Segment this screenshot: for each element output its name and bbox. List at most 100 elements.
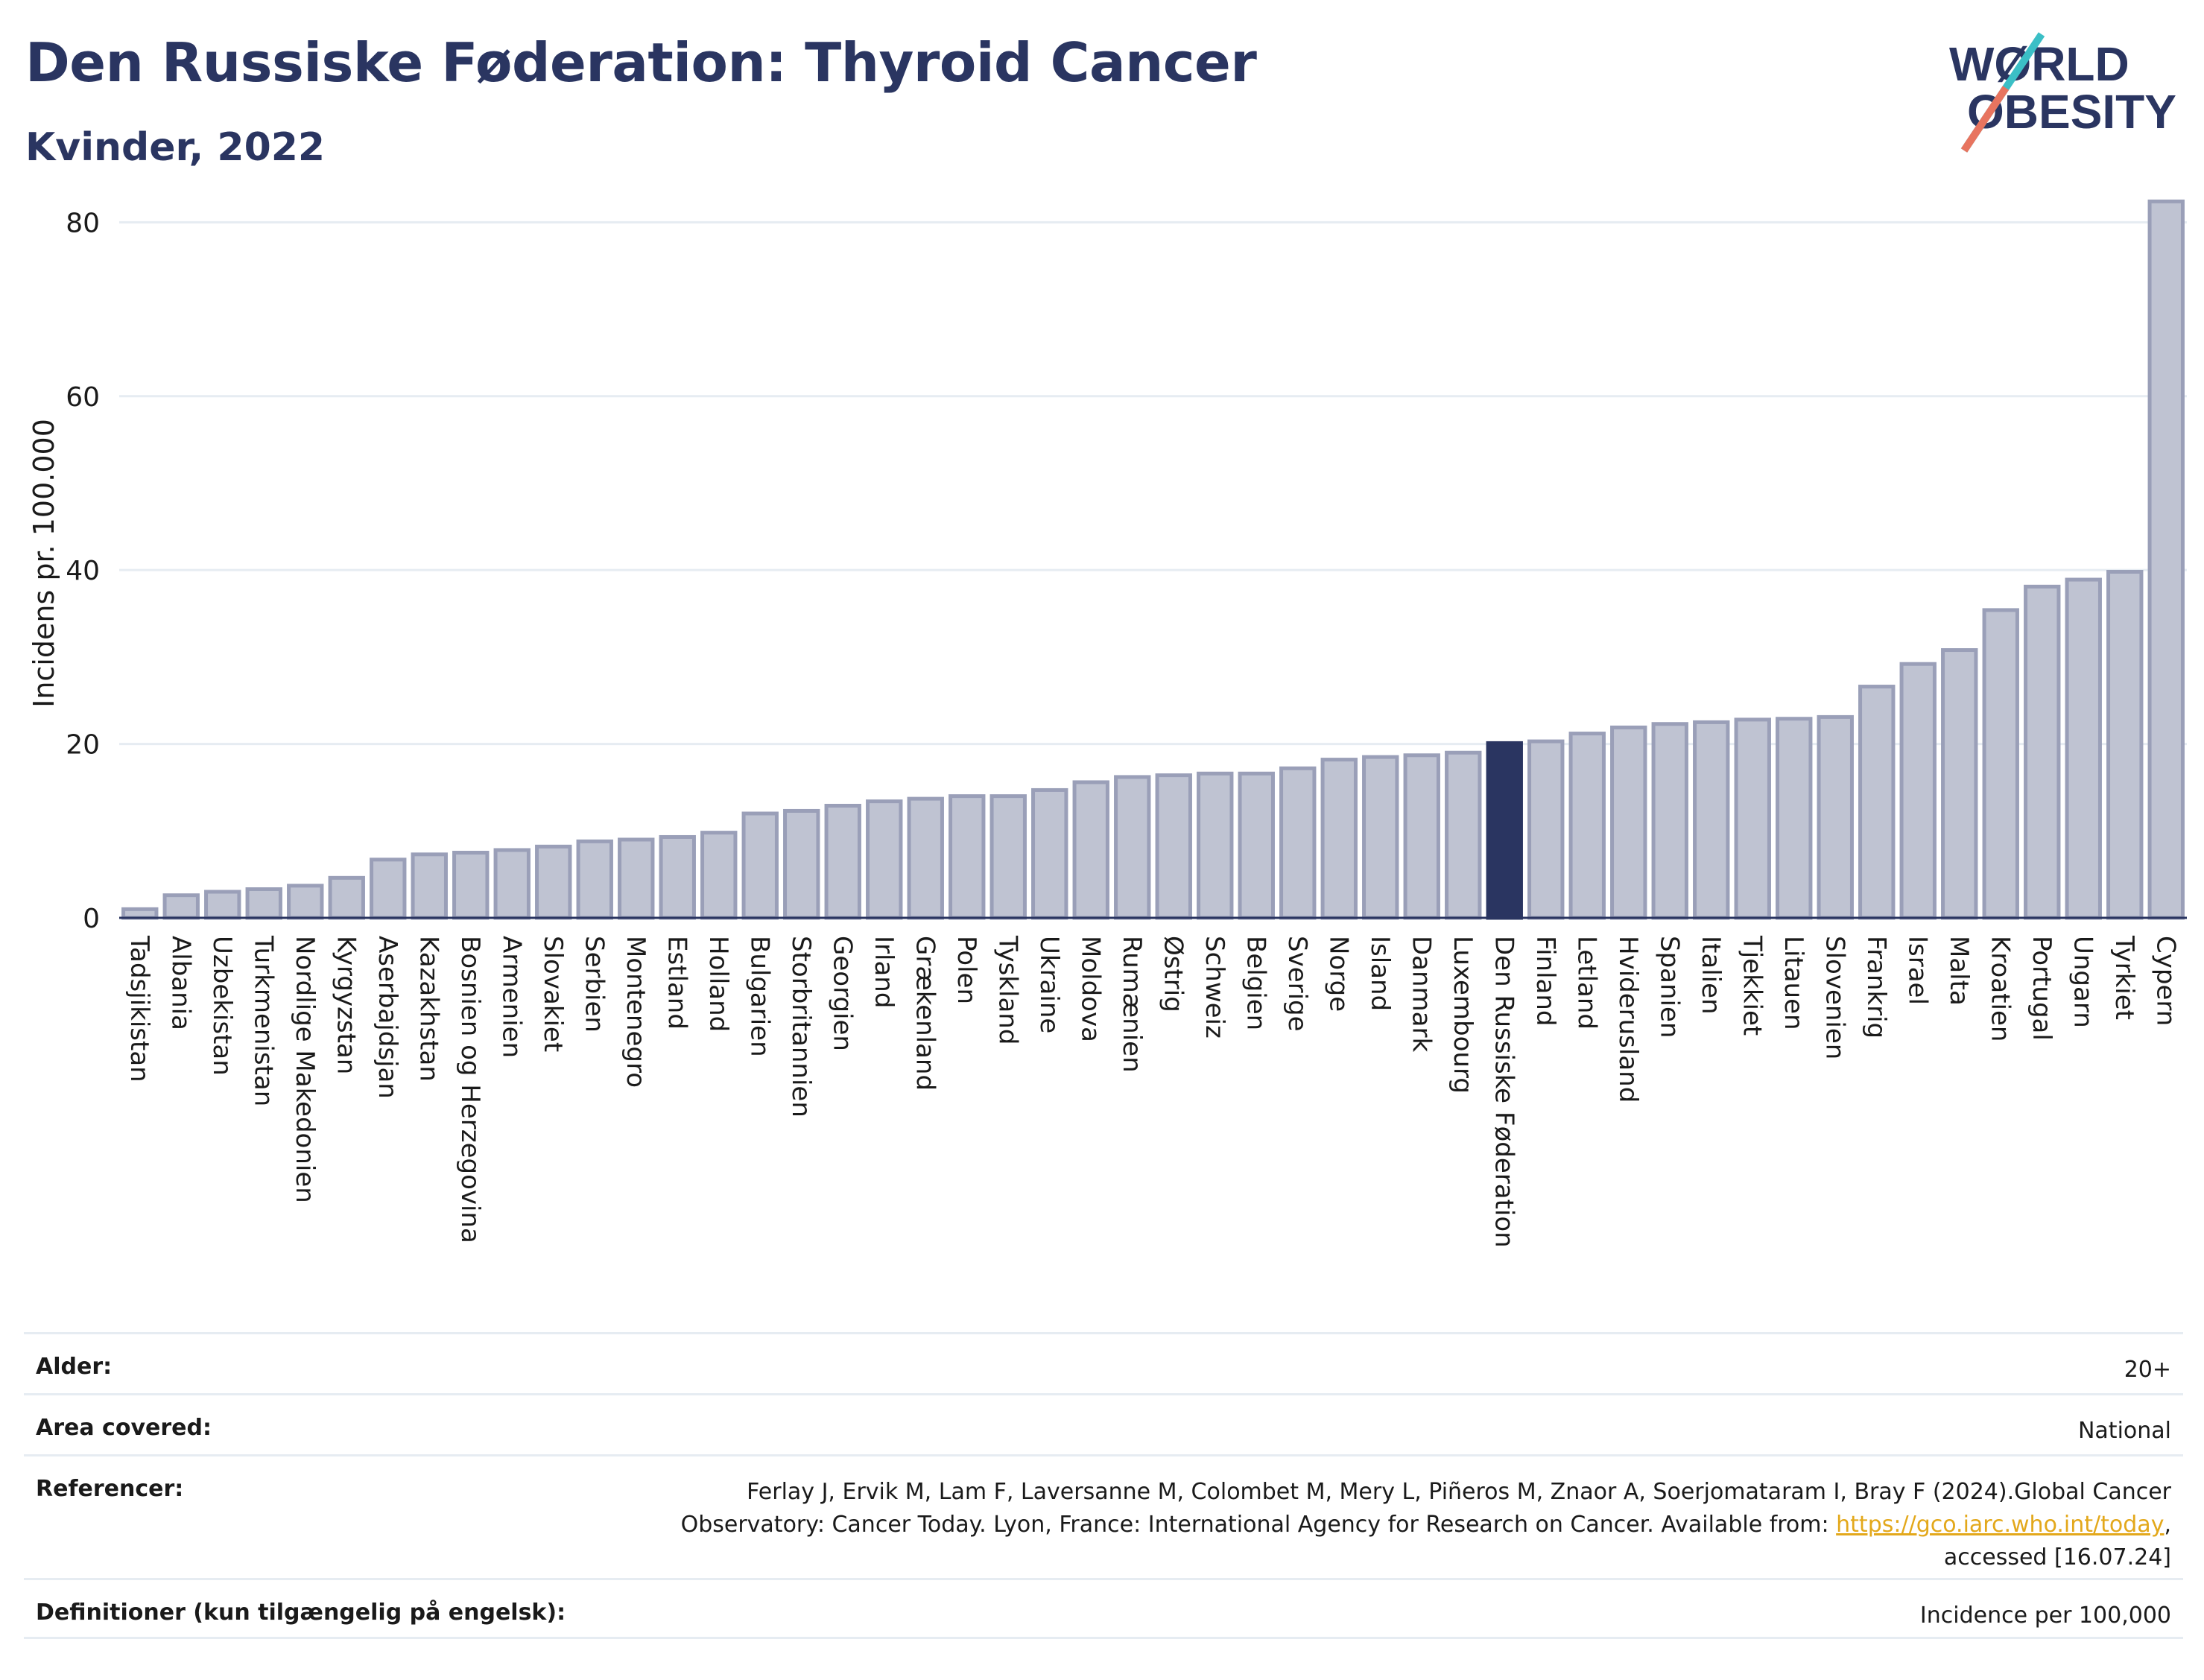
x-tick-label: Israel: [1902, 936, 1932, 1005]
bar: [2147, 199, 2185, 920]
references-value: Ferlay J, Ervik M, Lam F, Laversanne M, …: [681, 1476, 2171, 1574]
bar: [989, 794, 1027, 920]
bar: [1238, 771, 1275, 920]
bar: [328, 875, 365, 920]
meta-row-age: Alder: 20+: [24, 1332, 2183, 1393]
age-label: Alder:: [36, 1354, 113, 1380]
x-tick-label: Tadsjikistan: [124, 935, 154, 1083]
x-tick-label: Island: [1365, 936, 1395, 1011]
reference-text-1: Ferlay J, Ervik M, Lam F, Laversanne M, …: [747, 1479, 2171, 1505]
definitions-value: Incidence per 100,000: [1919, 1603, 2171, 1629]
y-tick-label: 0: [83, 904, 100, 934]
x-tick-label: Estland: [662, 936, 691, 1030]
x-tick-label: Ukraine: [1034, 936, 1064, 1033]
bar: [1568, 732, 1606, 920]
bar: [1982, 608, 2019, 920]
x-tick-label: Finland: [1530, 936, 1560, 1027]
x-tick-label: Schweiz: [1200, 936, 1229, 1039]
bar: [1527, 739, 1565, 920]
x-tick-label: Irland: [869, 936, 899, 1008]
logo-slash-coral: [1960, 86, 2010, 153]
chart-title: Den Russiske Føderation: Thyroid Cancer: [25, 31, 1257, 94]
x-tick-label: Belgien: [1241, 936, 1270, 1030]
bar: [618, 837, 655, 920]
bar: [1114, 775, 1151, 920]
x-tick-label: Kroatien: [1985, 936, 2015, 1042]
bar: [452, 850, 490, 920]
bar: [1031, 787, 1068, 920]
bar: [1403, 753, 1440, 920]
bar: [1817, 714, 1854, 920]
x-tick-label: Danmark: [1406, 936, 1436, 1052]
bar: [1320, 758, 1358, 920]
meta-row-definitions: Definitioner (kun tilgængelig på engelsk…: [24, 1578, 2183, 1639]
bar: [1279, 766, 1317, 920]
bar: [1362, 755, 1399, 920]
x-tick-label: Kazakhstan: [414, 936, 443, 1082]
x-tick-label: Holland: [703, 936, 733, 1032]
bar: [493, 848, 531, 920]
x-tick-label: Norge: [1323, 936, 1353, 1012]
bar: [2065, 577, 2102, 920]
reference-text-4: accessed [16.07.24]: [1943, 1544, 2171, 1570]
x-tick-label: Italien: [1696, 936, 1726, 1015]
bar: [121, 907, 159, 920]
bar: [741, 811, 779, 920]
bar: [1072, 780, 1109, 920]
bar: [783, 808, 820, 920]
x-tick-label: Letland: [1571, 936, 1601, 1030]
x-tick-labels: Tadsjikistan Albania Uzbekistan Turkmenista…: [124, 935, 2181, 1248]
x-tick-label: Turkmenistan: [248, 935, 278, 1106]
bar: [1941, 648, 1978, 920]
bar: [1445, 750, 1482, 920]
bar: [1610, 725, 1647, 920]
x-tick-label: Slovenien: [1820, 936, 1849, 1059]
y-tick-label: 60: [66, 382, 100, 413]
bar: [2024, 584, 2061, 920]
area-value: National: [2077, 1418, 2171, 1444]
bar-highlight: [1486, 741, 1523, 920]
reference-link[interactable]: https://gco.iarc.who.int/today: [1836, 1512, 2165, 1538]
bar: [949, 794, 986, 920]
x-tick-label: Montenegro: [621, 936, 650, 1088]
bar: [1899, 662, 1937, 920]
x-tick-label: Tjekkiet: [1737, 935, 1767, 1036]
y-tick-label: 20: [66, 730, 100, 761]
bar: [535, 844, 572, 920]
references-label: Referencer:: [36, 1476, 184, 1502]
bar: [162, 893, 200, 920]
chart-subtitle: Kvinder, 2022: [25, 125, 326, 170]
x-tick-label: Slovakiet: [538, 936, 568, 1052]
bar: [1155, 773, 1192, 920]
x-tick-label: Tyrkiet: [2109, 935, 2139, 1020]
x-tick-label: Den Russiske Føderation: [1489, 936, 1519, 1248]
area-label: Area covered:: [36, 1415, 212, 1441]
x-tick-label: Hviderusland: [1613, 936, 1643, 1103]
bar: [659, 834, 696, 920]
y-tick-label: 80: [66, 208, 100, 238]
x-tick-label: Bosnien og Herzegovina: [455, 936, 485, 1243]
bar: [1776, 717, 1813, 920]
x-tick-label: Tyskland: [992, 935, 1022, 1045]
x-tick-label: Frankrig: [1861, 936, 1891, 1039]
meta-row-area: Area covered: National: [24, 1393, 2183, 1454]
bar: [2106, 570, 2144, 920]
bar: [824, 803, 861, 920]
bars: [121, 199, 2185, 920]
x-tick-label: Cypern: [2150, 936, 2180, 1026]
x-tick-label: Litauen: [1779, 936, 1808, 1030]
x-tick-label: Armenien: [496, 936, 526, 1058]
x-tick-label: Polen: [951, 936, 981, 1004]
metadata-table: Alder: 20+ Area covered: National Refere…: [24, 1332, 2183, 1639]
x-tick-label: Kyrgyzstan: [331, 936, 361, 1074]
bar: [1651, 722, 1688, 920]
x-tick-label: Storbritannien: [786, 936, 816, 1118]
bar: [1197, 771, 1234, 920]
bar: [700, 831, 738, 920]
meta-row-references: Referencer: Ferlay J, Ervik M, Lam F, La…: [24, 1454, 2183, 1578]
x-tick-label: Georgien: [827, 936, 857, 1051]
x-tick-label: Albania: [165, 936, 195, 1030]
bar: [245, 887, 282, 920]
x-tick-label: Ungarn: [2068, 936, 2097, 1028]
x-tick-label: Sverige: [1282, 936, 1312, 1032]
